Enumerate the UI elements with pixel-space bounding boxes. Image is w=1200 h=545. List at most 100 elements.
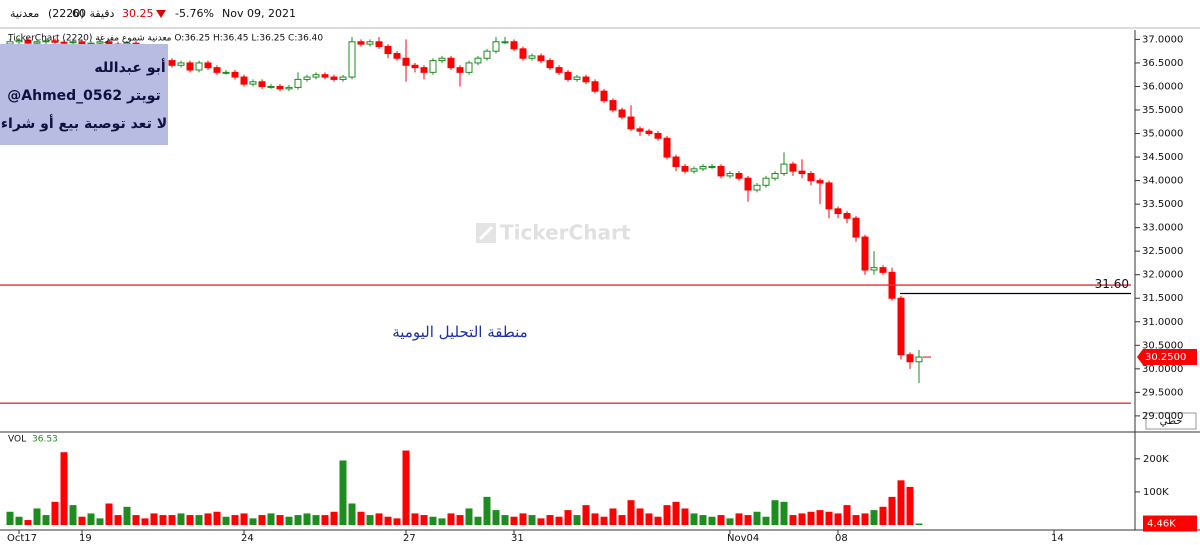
- volume-bar: [789, 515, 797, 525]
- volume-bar: [411, 513, 419, 525]
- y-tick-label: 31.0000: [1142, 317, 1183, 328]
- watermark-text: TickerChart: [500, 221, 631, 245]
- volume-bar: [384, 516, 392, 525]
- volume-bar: [276, 515, 284, 525]
- candle-body: [717, 165, 725, 177]
- volume-bar: [105, 503, 113, 525]
- candle-body: [465, 62, 473, 73]
- volume-bar: [285, 516, 293, 525]
- x-tick-label: 14: [1051, 533, 1064, 544]
- volume-bar: [168, 515, 176, 525]
- candle-body: [906, 354, 914, 363]
- y-tick-label: 37.0000: [1142, 34, 1183, 45]
- candle-body: [15, 39, 23, 43]
- x-tick-label: 24: [241, 533, 254, 544]
- candle-body: [339, 76, 347, 80]
- volume-bar: [573, 515, 581, 525]
- mode-button[interactable]: [1145, 412, 1197, 430]
- candle-body: [528, 55, 536, 59]
- volume-bar: [681, 508, 689, 525]
- volume-bar: [438, 518, 446, 525]
- volume-bar: [816, 510, 824, 525]
- symbol-code: (2220): [48, 7, 85, 20]
- y2-tick-label: 100K: [1143, 487, 1169, 498]
- y-tick-label: 34.0000: [1142, 176, 1183, 187]
- candle-body: [312, 74, 320, 78]
- volume-bar: [258, 515, 266, 525]
- volume-bar: [78, 516, 86, 525]
- volume-bar: [51, 501, 59, 525]
- candle-body: [618, 109, 626, 118]
- candle-body: [726, 173, 734, 177]
- candle-body: [24, 39, 32, 44]
- candle-body: [798, 170, 806, 175]
- x-tick-label: Oct17: [7, 533, 37, 544]
- candle-body: [411, 64, 419, 69]
- candle-body: [375, 41, 383, 47]
- candle-body: [177, 62, 185, 66]
- volume-bar: [456, 515, 464, 525]
- y-tick-label: 30.5000: [1142, 340, 1183, 351]
- candle-body: [609, 100, 617, 111]
- volume-bar: [753, 511, 761, 525]
- volume-bar: [132, 515, 140, 525]
- last-volume-marker: [1143, 515, 1197, 532]
- candle-body: [321, 74, 329, 78]
- candle-body: [681, 165, 689, 172]
- candle-body: [654, 133, 662, 139]
- candle-body: [393, 53, 401, 59]
- candle-body: [456, 67, 464, 73]
- volume-bar: [483, 496, 491, 525]
- candle-body: [204, 62, 212, 69]
- candle-body: [240, 76, 248, 85]
- candle-body: [897, 297, 905, 356]
- candle-body: [510, 41, 518, 50]
- candle-body: [555, 67, 563, 73]
- change: -5.76%: [175, 7, 214, 20]
- volume-bar: [177, 513, 185, 525]
- candle-body: [600, 90, 608, 102]
- candle-body: [69, 41, 77, 44]
- last-price-label: 30.2500: [1145, 352, 1186, 363]
- symbol-name: معدنية: [10, 7, 39, 20]
- y-tick-label: 32.0000: [1142, 270, 1183, 281]
- candle-body: [519, 48, 527, 59]
- mode-button-label[interactable]: خطي: [1160, 416, 1183, 427]
- volume-bar: [321, 515, 329, 525]
- volume-bar: [141, 518, 149, 525]
- candle-body: [843, 213, 851, 219]
- volume-bar: [735, 513, 743, 525]
- candle-body: [60, 41, 68, 44]
- candle-body: [285, 86, 293, 90]
- candle-body: [492, 41, 500, 52]
- candle-body: [780, 163, 788, 175]
- volume-bar: [555, 516, 563, 525]
- candle-body: [735, 173, 743, 179]
- volume-bar: [339, 460, 347, 525]
- volume-bar: [879, 506, 887, 525]
- volume-bar: [582, 505, 590, 525]
- candle-body: [870, 267, 878, 271]
- x-tick-label: 08: [835, 533, 848, 544]
- volume-bar: [492, 510, 500, 525]
- last-price-marker: [1137, 349, 1197, 366]
- volume-bar: [429, 516, 437, 525]
- volume-bar: [591, 513, 599, 525]
- candle-body: [861, 236, 869, 271]
- candle-body: [276, 85, 284, 90]
- candle-body: [96, 41, 104, 44]
- candle-body: [573, 76, 581, 80]
- volume-bar: [771, 500, 779, 525]
- y2-tick-label: 200K: [1143, 454, 1169, 465]
- volume-bar: [231, 515, 239, 525]
- candle-body: [699, 165, 707, 170]
- volume-bar: [699, 515, 707, 525]
- volume-bar: [897, 480, 905, 525]
- level-label: 31.60: [1095, 277, 1129, 291]
- volume-bar: [393, 518, 401, 525]
- volume-bar: [546, 515, 554, 525]
- volume-bar: [744, 515, 752, 525]
- candle-body: [627, 116, 635, 130]
- volume-bar: [861, 513, 869, 525]
- candle-body: [384, 45, 392, 55]
